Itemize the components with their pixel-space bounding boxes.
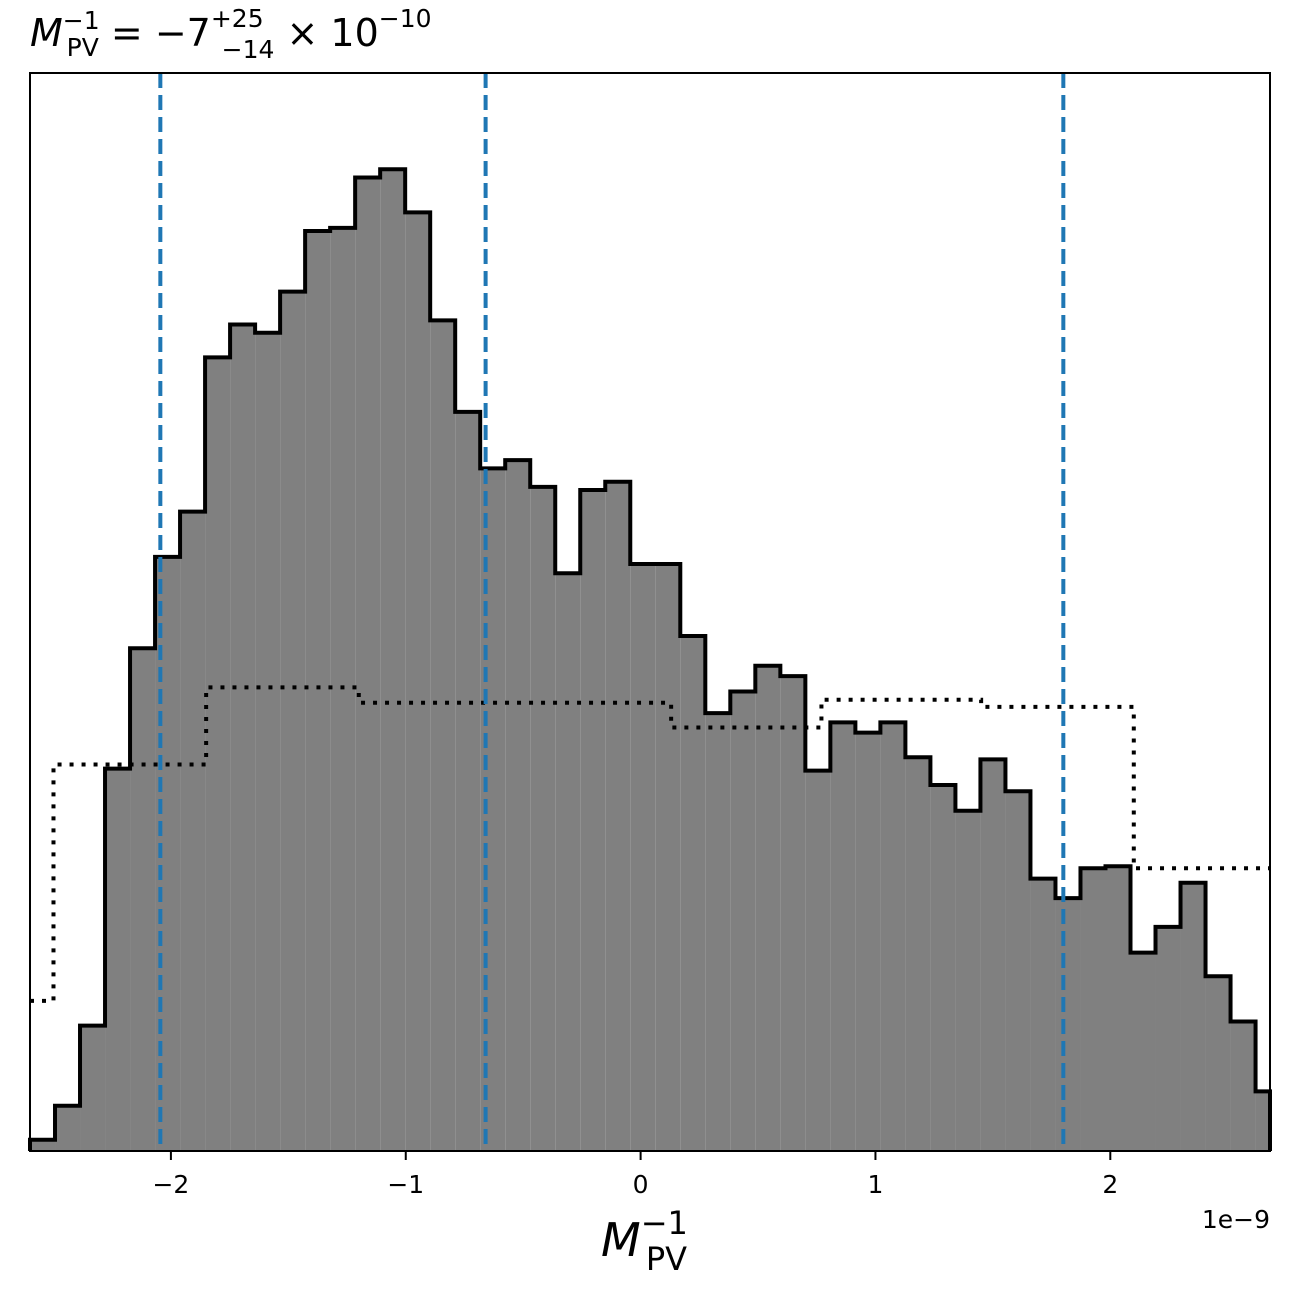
posterior-bar bbox=[1255, 1091, 1270, 1151]
posterior-bar bbox=[755, 665, 781, 1151]
posterior-bar bbox=[55, 1105, 81, 1151]
posterior-bar bbox=[855, 732, 881, 1151]
posterior-bar bbox=[780, 676, 806, 1151]
posterior-bar bbox=[630, 564, 656, 1151]
posterior-bar bbox=[1180, 882, 1206, 1151]
posterior-bar bbox=[730, 691, 756, 1151]
posterior-bar bbox=[530, 486, 556, 1151]
posterior-bar bbox=[205, 357, 231, 1151]
x-tick-label: 0 bbox=[633, 1170, 649, 1199]
posterior-bar bbox=[1005, 791, 1031, 1151]
posterior-bar bbox=[405, 212, 431, 1151]
posterior-bar bbox=[430, 320, 456, 1152]
x-tick-label: −1 bbox=[387, 1170, 424, 1199]
posterior-bar bbox=[1105, 866, 1131, 1151]
axes-frame bbox=[29, 72, 1271, 1152]
posterior-bar bbox=[905, 757, 931, 1151]
posterior-bar bbox=[880, 722, 906, 1151]
posterior-bar bbox=[330, 227, 356, 1151]
posterior-bar bbox=[555, 573, 581, 1151]
posterior-bar bbox=[580, 489, 606, 1152]
chart-title: M−1 PV = −7+25 −14 × 10−10 bbox=[30, 4, 432, 64]
posterior-bar bbox=[1130, 952, 1156, 1151]
posterior-bar bbox=[105, 768, 131, 1151]
posterior-bar bbox=[930, 785, 956, 1151]
x-tick-label: 2 bbox=[1102, 1170, 1118, 1199]
posterior-bar bbox=[280, 291, 306, 1151]
posterior-bar bbox=[830, 722, 856, 1151]
posterior-bar bbox=[1155, 926, 1181, 1151]
posterior-bar bbox=[605, 481, 631, 1152]
posterior-bar bbox=[505, 460, 531, 1152]
posterior-bar bbox=[30, 1139, 56, 1151]
plot-area bbox=[28, 73, 1272, 1152]
x-tick-label: −2 bbox=[152, 1170, 189, 1199]
posterior-bar bbox=[130, 648, 156, 1151]
x-offset-label: 1e−9 bbox=[1202, 1205, 1270, 1234]
x-axis: −2 −1 0 1 2 bbox=[152, 1151, 1118, 1199]
posterior-bar bbox=[1055, 898, 1081, 1151]
posterior-bar bbox=[1030, 878, 1056, 1151]
posterior-bar bbox=[305, 230, 331, 1151]
posterior-bar bbox=[705, 713, 731, 1151]
posterior-bar bbox=[980, 759, 1006, 1151]
posterior-bar bbox=[230, 324, 256, 1151]
posterior-bar bbox=[655, 564, 681, 1151]
posterior-bar bbox=[255, 332, 281, 1151]
posterior-bar bbox=[1205, 976, 1231, 1151]
posterior-outline bbox=[28, 167, 1272, 1151]
posterior-bar bbox=[180, 511, 206, 1152]
posterior-bar bbox=[455, 411, 481, 1151]
posterior-bar bbox=[1080, 868, 1106, 1151]
prior-outline bbox=[30, 685, 1270, 1003]
posterior-bar bbox=[680, 635, 706, 1151]
x-tick-label: 1 bbox=[868, 1170, 884, 1199]
posterior-bar bbox=[1230, 1021, 1256, 1151]
posterior-bar bbox=[80, 1025, 106, 1151]
posterior-bar bbox=[955, 810, 981, 1151]
posterior-bar bbox=[355, 177, 381, 1151]
posterior-bar bbox=[805, 770, 831, 1151]
x-axis-label: M−1 PV bbox=[601, 1204, 688, 1278]
posterior-bar bbox=[380, 169, 406, 1151]
